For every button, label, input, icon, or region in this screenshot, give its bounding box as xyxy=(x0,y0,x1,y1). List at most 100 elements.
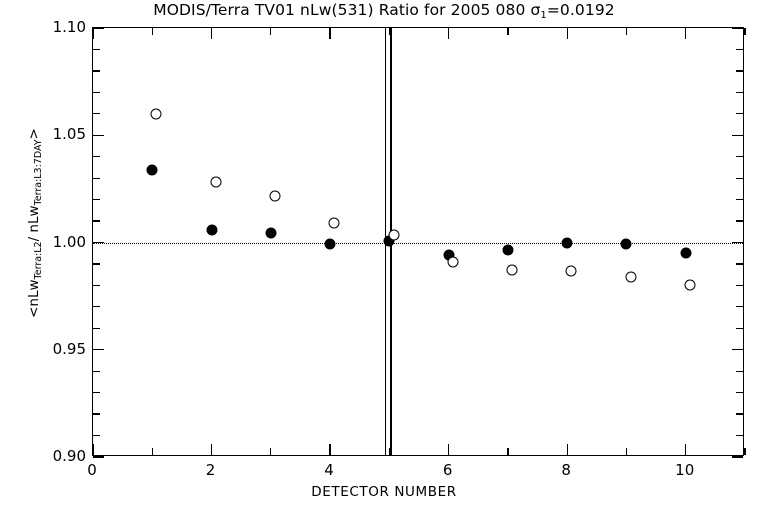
x-axis-tick-minor-top xyxy=(625,28,628,35)
y-axis-tick-label: 0.95 xyxy=(52,339,86,358)
y-axis-tick-label: 1.10 xyxy=(52,18,86,36)
data-point-open xyxy=(210,176,222,188)
y-axis-tick-minor xyxy=(93,156,100,158)
data-point-open xyxy=(328,217,340,229)
x-axis-tick-major-top xyxy=(329,28,331,39)
plot-inner xyxy=(92,27,746,458)
y-axis-tick-minor-right xyxy=(736,113,743,115)
x-axis-tick-minor xyxy=(151,448,153,455)
x-axis-tick-minor xyxy=(270,448,272,455)
y-axis-tick-minor xyxy=(93,327,100,329)
y-axis-tick-major xyxy=(93,456,104,458)
data-point-filled xyxy=(502,244,514,256)
y-axis-tick-minor-right xyxy=(736,434,743,437)
x-axis-tick-label: 4 xyxy=(324,461,334,479)
y-axis-tick-minor xyxy=(93,220,100,222)
y-axis-tick-label: 1.00 xyxy=(52,232,86,251)
x-axis-tick-minor-top xyxy=(507,28,509,35)
x-axis-tick-label: 0 xyxy=(87,461,97,479)
x-axis-tick-minor-top xyxy=(388,28,390,35)
x-axis-tick-minor xyxy=(507,448,509,455)
x-axis-tick-label: 2 xyxy=(205,461,216,479)
data-point-open xyxy=(565,265,577,277)
y-axis-tick-minor xyxy=(93,413,100,415)
y-axis-tick-major-right xyxy=(732,27,743,29)
x-axis-tick-major xyxy=(92,444,94,455)
x-axis-tick-major xyxy=(685,444,687,455)
y-axis-title: <nLwTerra:L2/ nLwTerra:L3:7DAY> xyxy=(26,13,44,433)
x-axis-tick-major-top xyxy=(685,28,687,39)
x-axis-tick-label: 10 xyxy=(675,461,695,479)
y-axis-tick-label: 0.90 xyxy=(52,447,86,465)
y-axis-tick-minor-right xyxy=(736,413,743,415)
x-axis-tick-major-top xyxy=(447,28,450,39)
y-axis-tick-label: 1.05 xyxy=(52,125,86,144)
y-axis-title-sub2: Terra:L3:7DAY xyxy=(33,139,44,206)
y-axis-tick-minor xyxy=(93,177,100,179)
x-axis-tick-minor xyxy=(625,448,628,455)
y-axis-tick-major-right xyxy=(732,349,743,351)
x-axis-tick-major-top xyxy=(92,28,94,39)
x-axis-tick-minor xyxy=(744,448,746,455)
y-axis-tick-minor xyxy=(93,392,100,394)
data-point-filled xyxy=(680,247,692,259)
y-axis-title-open: <nLw xyxy=(26,279,42,318)
y-axis-tick-minor xyxy=(93,434,100,437)
y-axis-tick-major xyxy=(93,134,104,136)
x-axis-tick-label: 6 xyxy=(442,461,453,479)
data-point-open xyxy=(150,108,162,120)
x-axis-tick-major xyxy=(447,444,450,455)
x-axis-tick-major xyxy=(210,444,213,455)
y-axis-title-sub1: Terra:L2 xyxy=(33,241,44,280)
y-axis-tick-minor-right xyxy=(736,177,743,179)
y-axis-tick-minor-right xyxy=(736,263,743,265)
y-axis-title-close: > xyxy=(26,128,42,140)
y-axis-tick-minor-right xyxy=(736,48,743,51)
y-axis-tick-major-right xyxy=(732,456,743,458)
data-point-open xyxy=(684,279,696,291)
x-axis-title: DETECTOR NUMBER xyxy=(311,484,457,500)
data-point-filled xyxy=(561,237,573,248)
chart-title: MODIS/Terra TV01 nLw(531) Ratio for 2005… xyxy=(0,1,768,21)
y-axis-tick-minor-right xyxy=(736,70,743,72)
y-axis-tick-major xyxy=(93,27,104,29)
data-point-open xyxy=(447,256,459,268)
x-axis-tick-minor-top xyxy=(151,28,153,35)
y-axis-tick-major xyxy=(93,241,104,244)
y-axis-tick-minor-right xyxy=(736,306,743,308)
y-axis-tick-minor-right xyxy=(736,284,743,287)
x-axis-tick-major-top xyxy=(210,28,213,39)
y-axis-tick-minor xyxy=(93,370,100,372)
y-axis-tick-minor xyxy=(93,48,100,51)
reference-line-unity xyxy=(93,242,743,244)
data-point-filled xyxy=(265,227,277,239)
x-axis-tick-minor-top xyxy=(270,28,272,35)
y-axis-title-slash: / nLw xyxy=(26,205,42,242)
data-point-filled xyxy=(206,224,218,236)
x-axis-tick-minor xyxy=(388,448,390,455)
y-axis-tick-minor xyxy=(93,70,100,72)
x-axis-tick-minor-top xyxy=(744,28,746,35)
x-axis-tick-major xyxy=(329,444,331,455)
chart-title-sigma-subscript: 1 xyxy=(540,10,547,21)
y-axis-tick-minor-right xyxy=(736,370,743,372)
y-axis-tick-minor-right xyxy=(736,220,743,222)
y-axis-tick-minor-right xyxy=(736,156,743,158)
y-axis-tick-minor xyxy=(93,113,100,115)
x-axis-tick-major xyxy=(566,444,568,455)
y-axis-tick-minor xyxy=(93,91,100,93)
plot-area xyxy=(92,27,746,458)
y-axis-tick-minor xyxy=(93,284,100,287)
y-axis-tick-minor-right xyxy=(736,392,743,394)
data-point-filled xyxy=(620,238,632,250)
y-axis-tick-minor-right xyxy=(736,198,743,201)
y-axis-tick-major xyxy=(93,349,104,351)
data-point-filled xyxy=(146,164,158,176)
y-axis-tick-minor xyxy=(93,306,100,308)
y-axis-tick-minor xyxy=(93,263,100,265)
data-point-open xyxy=(269,190,281,202)
x-axis-tick-major-top xyxy=(566,28,568,39)
y-axis-tick-minor-right xyxy=(736,327,743,329)
x-axis-tick-label: 8 xyxy=(561,461,571,479)
